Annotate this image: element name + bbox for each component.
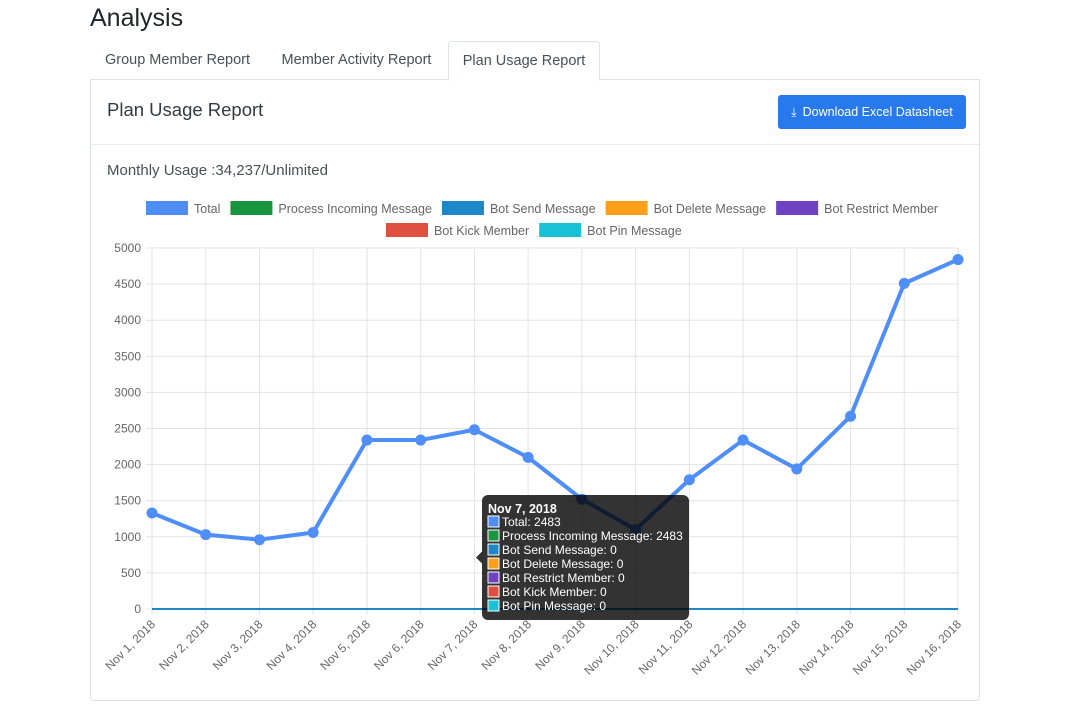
- tooltip-swatch: [487, 529, 500, 542]
- tooltip-line: Bot Kick Member: 0: [502, 585, 607, 599]
- tooltip-box: [482, 495, 689, 620]
- x-tick-label: Nov 1, 2018: [102, 617, 158, 673]
- card-title: Plan Usage Report: [107, 99, 264, 120]
- data-point[interactable]: [737, 434, 749, 446]
- data-point[interactable]: [791, 463, 803, 475]
- tooltip-swatch: [487, 557, 500, 570]
- data-point[interactable]: [253, 534, 265, 546]
- legend-label[interactable]: Bot Kick Member: [434, 224, 529, 238]
- tooltip-line: Bot Send Message: 0: [502, 543, 617, 557]
- x-tick-label: Nov 9, 2018: [532, 617, 588, 673]
- legend-swatch: [441, 201, 484, 215]
- data-point[interactable]: [952, 254, 964, 266]
- y-tick-label: 4000: [114, 313, 141, 327]
- x-tick-label: Nov 8, 2018: [479, 617, 535, 673]
- download-icon: ⤓: [791, 104, 797, 119]
- report-card: Plan Usage Report ⤓ Download Excel Datas…: [90, 79, 980, 701]
- tooltip-swatch: [487, 571, 500, 584]
- tooltip-swatch: [487, 585, 500, 598]
- y-tick-label: 3500: [114, 349, 141, 363]
- x-tick-label: Nov 6, 2018: [371, 617, 427, 673]
- legend-label[interactable]: Total: [194, 202, 220, 216]
- y-tick-label: 1000: [114, 530, 141, 544]
- data-point[interactable]: [845, 410, 857, 422]
- x-tick-label: Nov 10, 2018: [581, 617, 642, 678]
- y-tick-label: 1500: [114, 494, 141, 508]
- data-point[interactable]: [415, 434, 427, 446]
- tooltip-line: Total: 2483: [502, 515, 561, 529]
- download-button-label: Download Excel Datasheet: [802, 105, 953, 119]
- y-tick-label: 0: [134, 602, 141, 616]
- y-tick-label: 500: [121, 566, 141, 580]
- x-tick-label: Nov 15, 2018: [850, 617, 911, 678]
- x-tick-label: Nov 5, 2018: [317, 617, 373, 673]
- legend-swatch: [539, 223, 582, 237]
- legend-label[interactable]: Process Incoming Message: [278, 202, 432, 216]
- page-title: Analysis: [90, 4, 184, 32]
- tooltip-line: Bot Pin Message: 0: [502, 599, 606, 613]
- y-tick-label: 4500: [114, 277, 141, 291]
- legend-label[interactable]: Bot Pin Message: [587, 224, 682, 238]
- x-tick-label: Nov 3, 2018: [210, 617, 266, 673]
- tab-group-member-report[interactable]: Group Member Report: [104, 52, 251, 68]
- y-tick-label: 2500: [114, 422, 141, 436]
- y-tick-label: 5000: [114, 241, 141, 255]
- data-point[interactable]: [146, 507, 158, 519]
- x-tick-label: Nov 11, 2018: [636, 617, 696, 677]
- tooltip-line: Bot Delete Message: 0: [502, 557, 624, 571]
- data-point[interactable]: [307, 526, 319, 538]
- x-tick-label: Nov 14, 2018: [796, 617, 857, 678]
- download-excel-button[interactable]: ⤓ Download Excel Datasheet: [778, 95, 966, 129]
- tooltip-title: Nov 7, 2018: [488, 502, 557, 516]
- legend-swatch: [776, 201, 819, 215]
- data-point[interactable]: [522, 451, 534, 463]
- tab-plan-usage-report[interactable]: Plan Usage Report: [448, 41, 600, 81]
- legend-swatch: [605, 201, 648, 215]
- series-line-total: [151, 257, 959, 542]
- data-point[interactable]: [200, 529, 212, 541]
- legend-swatch: [386, 223, 428, 237]
- x-tick-label: Nov 7, 2018: [425, 617, 481, 673]
- x-tick-label: Nov 13, 2018: [743, 617, 804, 678]
- legend-swatch: [146, 201, 188, 215]
- report-tabs: Group Member Report Member Activity Repo…: [90, 41, 980, 81]
- x-tick-label: Nov 4, 2018: [264, 617, 320, 673]
- card-header: Plan Usage Report ⤓ Download Excel Datas…: [91, 79, 979, 145]
- monthly-usage: Monthly Usage :34,237/Unlimited: [107, 162, 328, 179]
- legend-label[interactable]: Bot Send Message: [490, 202, 596, 216]
- tooltip-swatch: [487, 599, 500, 612]
- data-point[interactable]: [468, 424, 480, 436]
- tooltip-swatch: [487, 515, 500, 528]
- data-point[interactable]: [683, 474, 695, 486]
- legend-label[interactable]: Bot Restrict Member: [824, 202, 938, 216]
- data-point[interactable]: [361, 434, 373, 446]
- tooltip-line: Bot Restrict Member: 0: [502, 571, 625, 585]
- y-tick-label: 3000: [114, 385, 141, 399]
- x-tick-label: Nov 2, 2018: [156, 617, 212, 673]
- x-tick-label: Nov 12, 2018: [689, 617, 750, 678]
- tooltip-caret: [476, 551, 482, 564]
- data-point[interactable]: [898, 277, 910, 289]
- legend-swatch: [230, 201, 273, 215]
- legend-label[interactable]: Bot Delete Message: [654, 202, 767, 216]
- tooltip-line: Process Incoming Message: 2483: [502, 529, 683, 543]
- tab-member-activity-report[interactable]: Member Activity Report: [281, 52, 432, 68]
- y-tick-label: 2000: [114, 458, 141, 472]
- x-tick-label: Nov 16, 2018: [904, 617, 965, 678]
- tooltip-swatch: [487, 543, 500, 556]
